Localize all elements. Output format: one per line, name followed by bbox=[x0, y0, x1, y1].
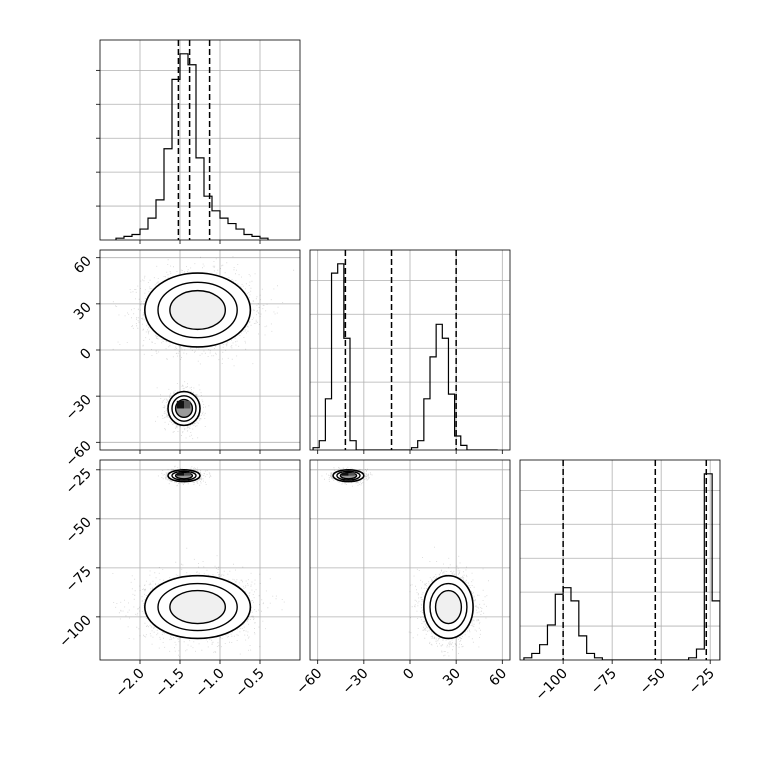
scatter-1-2-cluster-0-contour-1 bbox=[429, 582, 468, 632]
scatter-0-2-xtick-label-2: −1.0 bbox=[192, 666, 227, 701]
scatter-1-2-cluster-1-core-2 bbox=[348, 473, 355, 476]
scatter-0-1-cluster-1-core bbox=[176, 400, 184, 409]
hist-2-background bbox=[520, 460, 720, 660]
scatter-1-2-cluster-0-contour-2 bbox=[423, 574, 474, 640]
hist-2-steps bbox=[523, 473, 720, 660]
scatter-0-2-xtick-label-0: −2.0 bbox=[112, 666, 147, 701]
hist-2-xtick-label-3: −25 bbox=[686, 666, 718, 698]
scatter-1-2-xtick-label-2: 0 bbox=[400, 666, 418, 684]
scatter-0-1-ytick-label-3: 30 bbox=[71, 299, 95, 323]
scatter-0-1-ytick-label-1: −30 bbox=[63, 392, 95, 424]
scatter-1-2-points bbox=[321, 466, 489, 657]
hist-0-frame bbox=[99, 39, 301, 241]
hist-0-grid bbox=[100, 40, 300, 240]
scatter-0-1-points bbox=[112, 256, 295, 440]
scatter-1-2-cluster-1-contour-2 bbox=[332, 469, 365, 483]
hist-2-xtick-label-2: −50 bbox=[637, 666, 669, 698]
hist-0-background bbox=[100, 40, 300, 240]
hist-1-steps bbox=[312, 263, 498, 450]
scatter-0-2-cluster-1-core-2 bbox=[184, 473, 191, 476]
hist-2-frame bbox=[519, 459, 721, 661]
scatter-0-2-grid bbox=[100, 460, 300, 660]
scatter-0-1-cluster-0-contour-2 bbox=[144, 272, 252, 348]
scatter-0-1-ytick-label-2: 0 bbox=[77, 346, 95, 364]
scatter-0-2-ytick-label-3: −25 bbox=[63, 465, 95, 497]
scatter-1-2-cluster-1-core bbox=[341, 473, 349, 476]
hist-0-steps bbox=[115, 53, 269, 240]
scatter-0-2-cluster-1-contour-1 bbox=[171, 470, 197, 481]
scatter-0-2-cluster-0-contour-0 bbox=[169, 589, 227, 625]
scatter-1-2-xtick-label-4: 60 bbox=[486, 666, 510, 690]
scatter-0-1-ytick-label-0: −60 bbox=[63, 438, 95, 470]
scatter-1-2-xtick-label-3: 30 bbox=[440, 666, 464, 690]
scatter-0-2-xtick-label-3: −0.5 bbox=[232, 666, 267, 701]
hist-2-xtick-label-1: −75 bbox=[588, 666, 620, 698]
scatter-0-2-ytick-label-0: −100 bbox=[56, 612, 95, 651]
scatter-0-2-ytick-label-1: −75 bbox=[63, 563, 95, 595]
scatter-0-1-cluster-0-contour-1 bbox=[157, 281, 238, 339]
scatter-0-1-cluster-0-contour-0 bbox=[169, 289, 227, 331]
scatter-1-2-xtick-label-0: −60 bbox=[293, 666, 325, 698]
scatter-0-1-cluster-1-core-2 bbox=[184, 400, 191, 409]
scatter-0-2-xtick-label-1: −1.5 bbox=[152, 666, 187, 701]
scatter-0-2-cluster-0-contour-1 bbox=[157, 582, 238, 632]
scatter-1-2-xtick-label-1: −30 bbox=[339, 666, 371, 698]
scatter-0-2-cluster-1-core bbox=[176, 473, 184, 476]
scatter-0-1-ytick-label-4: 60 bbox=[71, 253, 95, 277]
scatter-0-2-points bbox=[112, 465, 285, 658]
scatter-1-2-cluster-0-contour-0 bbox=[434, 589, 463, 625]
scatter-0-1-cluster-1-contour-1 bbox=[171, 395, 197, 422]
hist-2-grid bbox=[520, 460, 720, 660]
scatter-0-2-ytick-label-2: −50 bbox=[63, 514, 95, 546]
scatter-0-1-cluster-1-contour-2 bbox=[167, 390, 201, 427]
scatter-0-2-cluster-0-contour-2 bbox=[144, 574, 252, 640]
scatter-0-2-frame bbox=[99, 459, 301, 661]
hist-2-xtick-label-0: −100 bbox=[532, 666, 571, 705]
scatter-0-2-cluster-1-contour-2 bbox=[167, 469, 201, 483]
scatter-1-2-cluster-1-contour-1 bbox=[336, 470, 361, 481]
